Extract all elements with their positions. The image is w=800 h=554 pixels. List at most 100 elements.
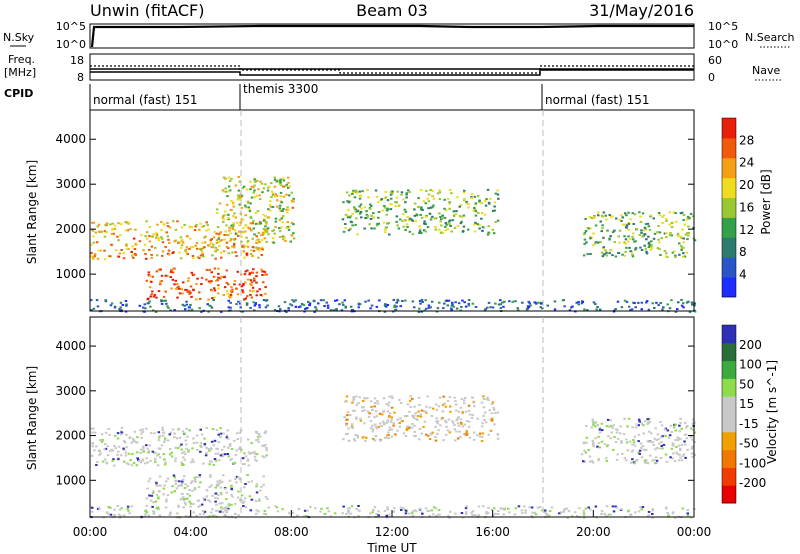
echo-cell [372, 212, 375, 215]
echo-cell [351, 224, 354, 227]
colorbar-swatch [722, 431, 736, 451]
echo-cell [200, 310, 203, 313]
echo-cell [427, 306, 431, 309]
echo-cell [261, 455, 264, 458]
echo-cell [357, 515, 360, 518]
echo-cell [390, 435, 394, 438]
echo-cell [249, 222, 252, 225]
echo-cell [344, 306, 347, 309]
echo-cell [686, 232, 689, 234]
echo-cell [262, 281, 265, 284]
echo-cell [231, 288, 234, 291]
echo-cell [464, 513, 468, 515]
echo-cell [150, 280, 153, 283]
echo-cell [279, 181, 282, 184]
y-tick-label: 3000 [55, 177, 86, 191]
echo-cell [169, 271, 173, 273]
echo-cell [359, 211, 363, 213]
echo-cell [198, 228, 201, 231]
echo-cell [627, 222, 631, 225]
echo-cell [183, 432, 186, 435]
echo-cell [135, 464, 139, 467]
echo-cell [165, 498, 168, 501]
echo-cell [151, 450, 155, 453]
echo-cell [189, 285, 193, 288]
echo-cell [369, 217, 373, 220]
echo-cell [126, 229, 129, 232]
echo-cell [225, 224, 228, 227]
echo-cell [648, 420, 652, 423]
echo-cell [262, 227, 266, 230]
echo-cell [176, 283, 179, 285]
echo-cell [623, 223, 626, 226]
echo-cell [249, 180, 252, 183]
echo-cell [235, 255, 238, 257]
echo-cell [174, 482, 178, 485]
echo-cell [234, 454, 238, 456]
echo-cell [188, 248, 191, 250]
echo-cell [455, 430, 458, 433]
echo-cell [202, 497, 205, 500]
echo-cell [357, 302, 361, 305]
echo-cell [417, 197, 420, 200]
echo-cell [251, 286, 255, 289]
echo-cell [159, 484, 162, 487]
echo-cell [462, 214, 466, 217]
echo-cell [221, 511, 225, 514]
echo-cell [392, 299, 395, 301]
echo-cell [138, 240, 142, 243]
colorbar-swatch [722, 157, 736, 179]
echo-cell [253, 452, 257, 455]
echo-cell [427, 193, 431, 196]
echo-cell [383, 206, 387, 209]
echo-cell [227, 190, 230, 193]
echo-cell [370, 205, 373, 207]
echo-cell [460, 306, 463, 308]
echo-cell [119, 234, 122, 237]
echo-cell [634, 306, 637, 309]
echo-cell [164, 290, 167, 293]
echo-cell [408, 217, 412, 220]
echo-cell [456, 437, 460, 440]
echo-cell [650, 240, 653, 243]
echo-cell [210, 484, 213, 487]
echo-cell [273, 185, 277, 188]
echo-cell [419, 415, 422, 418]
echo-cell [418, 507, 422, 510]
echo-cell [138, 304, 142, 307]
echo-cell [113, 508, 116, 511]
echo-cell [425, 433, 428, 436]
echo-cell [127, 248, 130, 250]
echo-cell [480, 201, 483, 204]
echo-cell [373, 506, 377, 509]
echo-cell [157, 431, 161, 434]
echo-cell [625, 438, 628, 441]
echo-cell [383, 422, 386, 425]
echo-cell [290, 304, 294, 307]
echo-cell [160, 229, 163, 232]
y-tick-label: 1000 [55, 267, 86, 281]
echo-cell [253, 450, 256, 453]
echo-cell [163, 463, 167, 466]
echo-cell [215, 241, 219, 244]
echo-cell [606, 444, 610, 446]
echo-cell [478, 227, 481, 230]
echo-cell [444, 419, 447, 422]
echo-cell [243, 256, 246, 259]
echo-cell [215, 429, 219, 432]
echo-cell [427, 510, 431, 512]
echo-cell [119, 515, 122, 518]
echo-cell [658, 447, 661, 450]
echo-cell [496, 219, 500, 222]
echo-cell [546, 304, 549, 307]
echo-cell [290, 222, 294, 224]
echo-cell [171, 271, 175, 274]
echo-cell [400, 509, 403, 511]
echo-cell [550, 506, 554, 509]
echo-cell [326, 304, 330, 307]
echo-cell [667, 436, 671, 439]
echo-cell [563, 305, 566, 308]
echo-cell [384, 303, 387, 306]
echo-cell [388, 429, 391, 431]
